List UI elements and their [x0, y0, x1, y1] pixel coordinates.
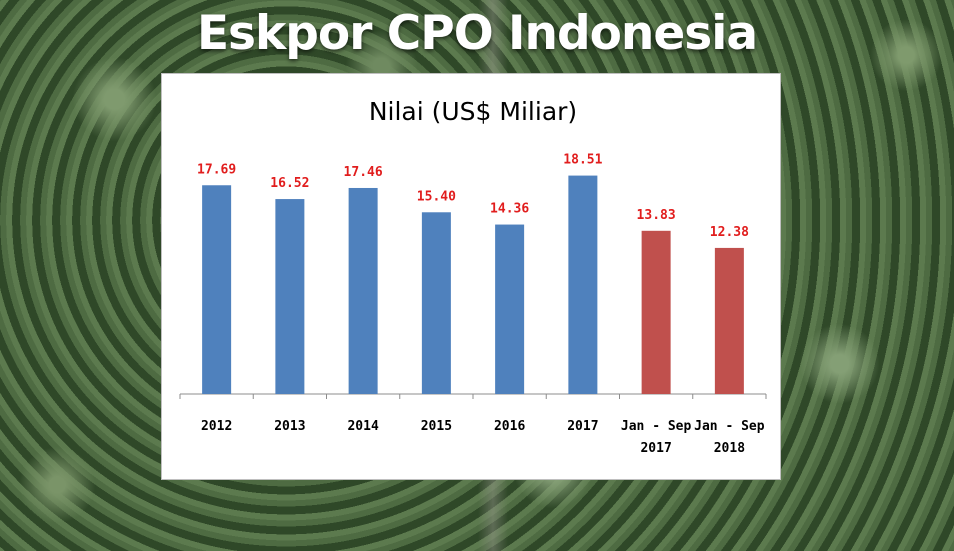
- x-tick-label-6-0: Jan - Sep: [621, 419, 692, 434]
- bar-7: [714, 247, 744, 394]
- data-label-2: 17.46: [344, 165, 383, 180]
- x-tick-label-7-1: 2018: [714, 441, 745, 456]
- x-tick-label-6-1: 2017: [640, 441, 671, 456]
- data-label-3: 15.40: [417, 189, 456, 204]
- bar-1: [275, 199, 305, 394]
- x-tick-label-0: 2012: [201, 419, 232, 434]
- bar-4: [495, 224, 525, 394]
- bar-6: [641, 230, 671, 394]
- bar-chart: Nilai (US$ Miliar) 17.69201216.52201317.…: [179, 97, 767, 456]
- data-label-4: 14.36: [490, 202, 529, 217]
- x-tick-label-1: 2013: [274, 419, 305, 434]
- data-label-0: 17.69: [197, 162, 236, 177]
- chart-panel: Nilai (US$ Miliar) 17.69 2012 16.52 2013 17.…: [161, 73, 781, 480]
- x-tick-label-7-0: Jan - Sep: [694, 419, 765, 434]
- bar-2: [348, 187, 378, 394]
- data-label-5: 18.51: [563, 153, 602, 168]
- bar-0: [202, 185, 232, 394]
- x-tick-label-5: 2017: [567, 419, 598, 434]
- data-label-1: 16.52: [270, 176, 309, 191]
- chart-marks: 17.69 2012 16.52 2013 17.46 2014 15.40 2015 14.3…: [179, 153, 767, 456]
- x-tick-label-3: 2015: [421, 419, 452, 434]
- x-tick-label-2: 2014: [347, 419, 378, 434]
- chart-title: Nilai (US$ Miliar): [369, 97, 577, 126]
- data-label-7: 12.38: [710, 225, 749, 240]
- page-headline: Eskpor CPO Indonesia: [196, 6, 758, 61]
- data-label-6: 13.83: [637, 208, 676, 223]
- bar-5: [568, 175, 598, 394]
- bar-3: [421, 212, 451, 394]
- x-tick-label-4: 2016: [494, 419, 525, 434]
